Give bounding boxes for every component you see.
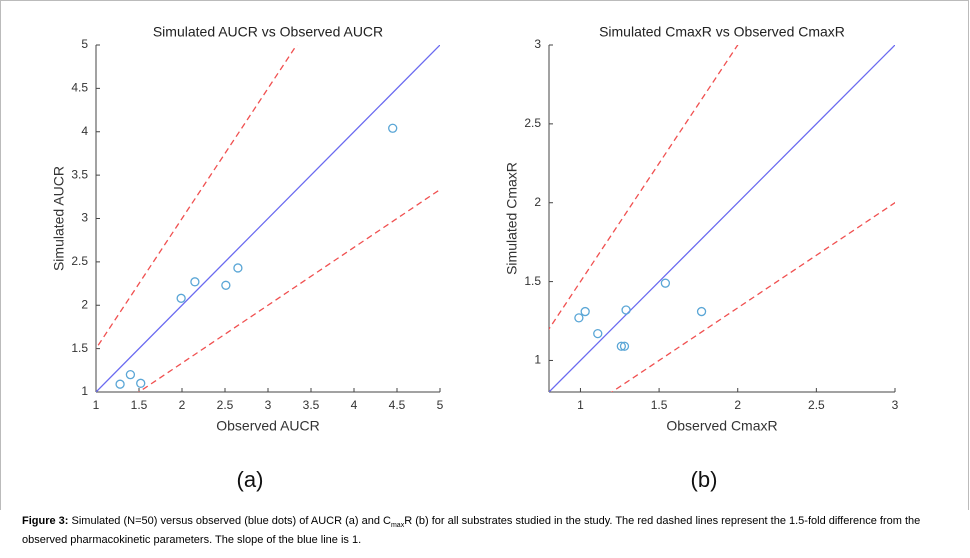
x-tick-label: 2 bbox=[734, 398, 741, 412]
panel-label: (a) bbox=[237, 467, 264, 492]
point bbox=[176, 293, 186, 303]
point bbox=[125, 369, 136, 380]
plot-area bbox=[549, 45, 895, 392]
y-axis-label: Simulated CmaxR bbox=[504, 162, 520, 275]
x-tick-label: 1 bbox=[577, 398, 584, 412]
y-tick-label: 4 bbox=[81, 124, 88, 138]
x-axis-label: Observed AUCR bbox=[216, 418, 319, 434]
caption-label: Figure 3: bbox=[22, 515, 69, 527]
point bbox=[621, 305, 631, 315]
x-tick-label: 3 bbox=[892, 398, 899, 412]
point bbox=[115, 379, 125, 389]
y-tick-label: 4.5 bbox=[71, 81, 88, 95]
point bbox=[593, 328, 603, 339]
figure: Simulated AUCR vs Observed AUCR Observed … bbox=[0, 0, 969, 510]
y-axis-label: Simulated AUCR bbox=[51, 166, 67, 271]
x-tick-label: 3.5 bbox=[303, 398, 320, 412]
point bbox=[696, 306, 707, 317]
y-tick-label: 1 bbox=[534, 353, 541, 367]
caption-text: Simulated (N=50) versus observed (blue d… bbox=[68, 515, 391, 527]
x-tick-label: 4.5 bbox=[389, 398, 406, 412]
panel-label: (b) bbox=[691, 467, 718, 492]
point bbox=[574, 313, 584, 323]
y-tick-label: 2 bbox=[81, 297, 88, 311]
point bbox=[580, 306, 590, 317]
reference-line bbox=[610, 201, 895, 392]
point bbox=[660, 278, 671, 288]
chart-title: Simulated AUCR vs Observed AUCR bbox=[153, 24, 383, 40]
y-tick-label: 1.5 bbox=[71, 341, 88, 355]
y-tick-label: 3 bbox=[534, 37, 541, 51]
point bbox=[221, 280, 231, 290]
x-axis-label: Observed CmaxR bbox=[666, 418, 777, 434]
y-tick-label: 5 bbox=[81, 37, 88, 51]
y-tick-label: 1 bbox=[81, 384, 88, 398]
caption-text: R (b) for all substrates studied in the … bbox=[22, 515, 921, 547]
point bbox=[190, 277, 200, 287]
x-tick-label: 1 bbox=[93, 398, 100, 412]
x-tick-label: 5 bbox=[437, 398, 444, 412]
plot-area bbox=[96, 45, 440, 392]
point bbox=[619, 341, 630, 351]
caption-subscript: max bbox=[390, 522, 405, 530]
x-tick-label: 1.5 bbox=[651, 398, 668, 412]
x-tick-label: 2.5 bbox=[808, 398, 825, 412]
x-tick-label: 2 bbox=[179, 398, 186, 412]
x-tick-label: 3 bbox=[265, 398, 272, 412]
x-tick-label: 4 bbox=[351, 398, 358, 412]
point bbox=[616, 341, 626, 351]
point bbox=[136, 378, 146, 388]
y-tick-label: 3.5 bbox=[71, 167, 88, 181]
point bbox=[233, 263, 243, 273]
caption: Figure 3: Simulated (N=50) versus observ… bbox=[22, 514, 952, 547]
y-tick-label: 2.5 bbox=[524, 116, 541, 130]
y-tick-label: 1.5 bbox=[524, 274, 541, 288]
y-tick-label: 2 bbox=[534, 195, 541, 209]
point bbox=[388, 123, 398, 133]
reference-line bbox=[549, 45, 895, 392]
chart-title: Simulated CmaxR vs Observed CmaxR bbox=[599, 24, 845, 40]
frame bbox=[0, 0, 969, 510]
x-tick-label: 2.5 bbox=[217, 398, 234, 412]
reference-line bbox=[137, 188, 440, 392]
y-tick-label: 2.5 bbox=[71, 254, 88, 268]
y-tick-label: 3 bbox=[81, 211, 88, 225]
reference-line bbox=[96, 45, 440, 392]
x-tick-label: 1.5 bbox=[131, 398, 148, 412]
